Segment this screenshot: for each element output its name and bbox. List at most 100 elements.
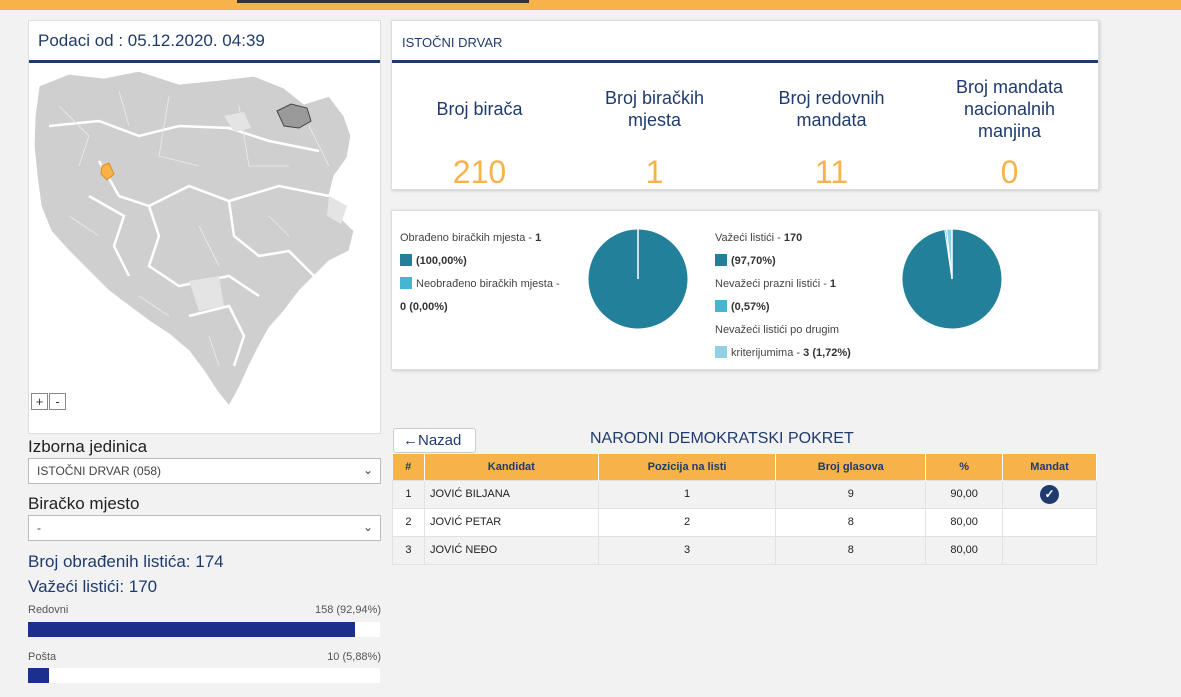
biracko-mjesto-label: Biračko mjesto [28,494,140,513]
col-header-num[interactable]: # [392,454,425,480]
legend-pct: (0,57%) [731,301,770,313]
redovni-progress-fill [28,622,356,637]
stat-title: Broj birača [436,99,523,119]
stat-value: 0 [1000,154,1019,190]
back-button[interactable]: ←Nazad [393,428,476,453]
chevron-down-icon: ⌄ [362,463,373,477]
legend-label-line1: Nevažeći listići po drugim [715,324,840,336]
back-button-label: Nazad [418,432,462,449]
izborna-jedinica-select[interactable]: ISTOČNI DRVAR (058) ⌄ [28,458,381,484]
stat-value: 210 [452,154,507,190]
cell-mandat [1002,535,1097,565]
stat-broj-redovnih-mandata: Broj redovnih mandata 11 [764,76,899,191]
izborna-jedinica-label: Izborna jedinica [28,437,148,456]
vazeci-listici: Važeći listići: 170 [28,577,158,596]
top-tab-indicator [237,0,529,3]
biracko-mjesto-select[interactable]: - ⌄ [28,515,381,541]
pie-charts-card: Obrađeno biračkih mjesta - 1 (100,00%) N… [391,210,1099,370]
map-light-region-3 [189,276,224,311]
chevron-down-icon: ⌄ [362,520,373,534]
party-name: NARODNI DEMOKRATSKI POKRET [590,430,854,447]
cell-votes: 9 [775,479,927,509]
cell-num: 1 [392,479,425,509]
obradjeni-listici: Broj obrađenih listića: 174 [28,552,224,571]
redovni-progress-bar [28,622,380,637]
cell-pos: 2 [597,507,777,537]
legend-pct: (100,00%) [416,255,467,267]
legend-item: Važeći listići - 170 (97,70%) [715,227,895,273]
redovni-value: 158 (92,94%) [314,604,381,616]
legend-count: 0 [400,301,407,313]
legend-label: Nevažeći prazni listići - [715,278,830,290]
legend-swatch [715,254,727,266]
cell-mandat [1002,507,1097,537]
table-row: 1 JOVIĆ BILJANA 1 9 90,00 ✓ [392,479,1097,509]
right-pie-chart [901,228,1003,330]
cell-name: JOVIĆ PETAR [423,507,599,537]
top-accent-bar [0,0,1181,10]
map-card: Podaci od : 05.12.2020. 04:39 [28,20,381,434]
col-header-pozicija[interactable]: Pozicija na listi [598,454,777,480]
legend-item: Neobrađeno biračkih mjesta - 0 (0,00%) [400,273,570,319]
cell-num: 2 [392,507,425,537]
cell-name: JOVIĆ NEĐO [423,535,599,565]
cell-pct: 80,00 [925,507,1004,537]
redovni-label: Redovni [28,604,69,616]
posta-label: Pošta [28,651,57,663]
col-header-mandat[interactable]: Mandat [1002,454,1097,480]
stat-broj-mandata-manjina: Broj mandata nacionalnih manjina 0 [942,76,1077,191]
map-light-region-2 [327,196,347,224]
legend-label: Neobrađeno biračkih mjesta - [416,278,560,290]
posta-value: 10 (5,88%) [327,651,381,663]
cell-pct: 80,00 [925,535,1004,565]
table-row: 2 JOVIĆ PETAR 2 8 80,00 [392,507,1097,537]
zoom-in-button[interactable]: + [31,393,48,410]
cell-mandat: ✓ [1002,479,1097,509]
legend-pct: (97,70%) [731,255,776,267]
cell-pos: 3 [597,535,777,565]
col-header-kandidat[interactable]: Kandidat [424,454,599,480]
map-region-lines [48,119,330,367]
highlighted-region-dark [276,103,312,129]
map-shape [33,70,355,408]
stat-value: 11 [814,154,849,190]
legend-swatch [400,254,412,266]
table-row: 3 JOVIĆ NEĐO 3 8 80,00 [392,535,1097,565]
left-pie-legend: Obrađeno biračkih mjesta - 1 (100,00%) N… [400,227,570,319]
stat-value: 1 [645,154,664,190]
stat-broj-birackih-mjesta: Broj biračkih mjesta 1 [587,76,722,191]
col-header-pct[interactable]: % [925,454,1004,480]
unit-summary-card: ISTOČNI DRVAR Broj birača 210 Broj birač… [391,20,1099,190]
legend-count: 170 [783,232,803,244]
unit-name-title: ISTOČNI DRVAR [392,21,1098,63]
data-date-label: Podaci od : 05.12.2020. 04:39 [29,21,380,63]
legend-label: Obrađeno biračkih mjesta - [400,232,536,244]
biracko-mjesto-value: - [37,521,41,535]
legend-swatch [400,277,412,289]
col-header-glasovi[interactable]: Broj glasova [775,454,927,480]
check-circle-icon: ✓ [1040,484,1060,504]
legend-item: Nevažeći listići po drugim kriterijumima… [715,319,895,365]
legend-label: Važeći listići - [715,232,784,244]
legend-swatch [715,346,727,358]
bih-map[interactable] [29,66,380,411]
stat-title: Broj biračkih mjesta [604,88,705,130]
legend-count: 1 [829,278,837,290]
highlighted-region-selected [100,162,115,181]
arrow-left-icon: ← [403,432,418,449]
posta-progress-fill [28,668,49,683]
zoom-out-button[interactable]: - [49,393,66,410]
cell-num: 3 [392,535,425,565]
cell-pos: 1 [597,479,777,509]
stat-title: Broj redovnih mandata [778,88,885,130]
cell-pct: 90,00 [925,479,1004,509]
table-header-row: # Kandidat Pozicija na listi Broj glasov… [392,454,1097,480]
candidates-table: # Kandidat Pozicija na listi Broj glasov… [392,454,1097,565]
cell-name: JOVIĆ BILJANA [423,479,599,509]
izborna-jedinica-value: ISTOČNI DRVAR (058) [37,464,162,478]
legend-pct: (0,00%) [409,301,448,313]
cell-votes: 8 [775,507,927,537]
map-light-region-1 [224,112,251,132]
map-region-lines-thin [58,90,330,367]
legend-label-line2: kriterijumima - [731,347,804,359]
